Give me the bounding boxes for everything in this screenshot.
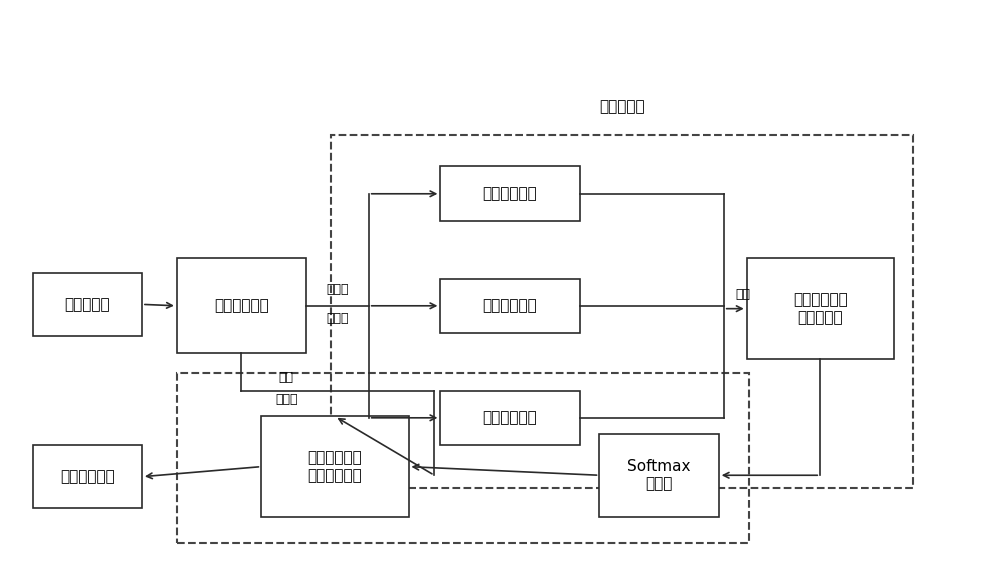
FancyBboxPatch shape <box>440 278 580 333</box>
Text: 微调: 微调 <box>279 371 294 385</box>
Text: 预训练过程: 预训练过程 <box>600 99 645 114</box>
FancyBboxPatch shape <box>747 259 894 359</box>
Text: 预训练: 预训练 <box>326 283 349 296</box>
Text: 普通自编码器: 普通自编码器 <box>483 410 537 425</box>
FancyBboxPatch shape <box>177 259 306 353</box>
Text: Softmax
分类器: Softmax 分类器 <box>627 459 691 491</box>
Text: 去噪自编码器: 去噪自编码器 <box>483 186 537 201</box>
FancyBboxPatch shape <box>261 416 409 517</box>
FancyBboxPatch shape <box>440 390 580 445</box>
Text: 深度堆栈式混
合自编码器: 深度堆栈式混 合自编码器 <box>793 292 848 325</box>
Text: 稀疏自编码器: 稀疏自编码器 <box>483 298 537 313</box>
FancyBboxPatch shape <box>33 445 142 508</box>
Text: 深度堆栈式混
合自编码网络: 深度堆栈式混 合自编码网络 <box>308 451 362 483</box>
Text: 有标签: 有标签 <box>275 393 297 406</box>
Text: 输出分类结果: 输出分类结果 <box>60 469 115 484</box>
Text: 小样本数据集: 小样本数据集 <box>214 298 269 313</box>
Text: 图像预处理: 图像预处理 <box>64 297 110 312</box>
Text: 级联: 级联 <box>736 288 751 301</box>
Text: 无标签: 无标签 <box>326 312 349 325</box>
FancyBboxPatch shape <box>33 273 142 336</box>
FancyBboxPatch shape <box>440 166 580 221</box>
FancyBboxPatch shape <box>599 434 719 517</box>
